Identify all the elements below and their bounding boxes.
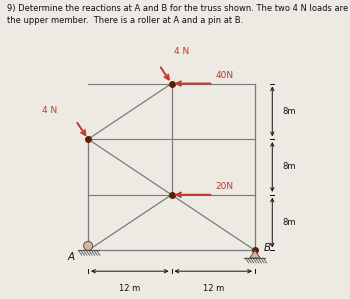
Text: 12 m: 12 m <box>119 284 140 293</box>
Text: 20N: 20N <box>215 182 233 191</box>
Text: 12 m: 12 m <box>203 284 224 293</box>
Text: 40N: 40N <box>215 71 233 80</box>
Text: A: A <box>67 252 74 262</box>
Text: 4 N: 4 N <box>174 47 190 56</box>
Text: 8m: 8m <box>283 218 296 227</box>
Circle shape <box>84 241 93 250</box>
Text: the upper member.  There is a roller at A and a pin at B.: the upper member. There is a roller at A… <box>7 16 243 25</box>
Polygon shape <box>250 250 260 258</box>
Text: 8m: 8m <box>283 107 296 116</box>
Text: 8m: 8m <box>283 162 296 171</box>
Text: 4 N: 4 N <box>42 106 57 115</box>
Text: B: B <box>263 242 271 253</box>
Text: 9) Determine the reactions at A and B for the truss shown. The two 4 N loads are: 9) Determine the reactions at A and B fo… <box>7 4 350 13</box>
